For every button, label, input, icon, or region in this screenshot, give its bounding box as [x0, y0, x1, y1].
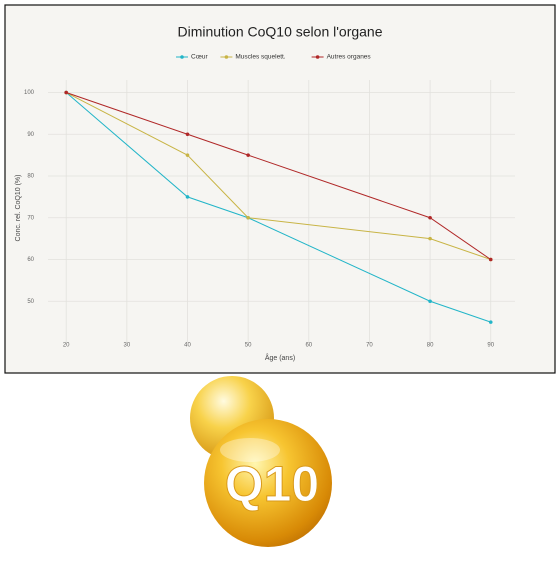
- data-point: [428, 215, 432, 220]
- x-tick-label: 90: [487, 343, 494, 349]
- legend-marker: [224, 55, 229, 59]
- data-point: [488, 320, 493, 324]
- x-tick-label: 80: [427, 343, 434, 349]
- y-tick-label: 100: [24, 90, 35, 96]
- x-axis-label: Âge (ans): [265, 353, 295, 362]
- data-point: [64, 90, 68, 95]
- x-tick-label: 20: [63, 343, 70, 349]
- data-point: [185, 132, 190, 137]
- data-point: [185, 153, 190, 157]
- data-point: [488, 257, 493, 262]
- plot-area: 50 60 70 80 90 100 20 30 40 50 60 70 80 90 Cœur Muscles…: [24, 54, 515, 349]
- x-tick-label: 70: [366, 343, 373, 349]
- y-tick-label: 80: [27, 174, 34, 180]
- data-point: [185, 195, 190, 199]
- legend-marker: [180, 55, 184, 59]
- q10-label: Q10: [225, 456, 320, 512]
- y-tick-label: 70: [27, 215, 34, 221]
- big-sphere: [204, 419, 332, 547]
- chart-title: Diminution CoQ10 selon l'organe: [177, 24, 382, 40]
- data-point: [428, 236, 432, 241]
- data-point: [428, 299, 432, 304]
- x-tick-label: 50: [245, 343, 252, 349]
- legend-marker: [315, 55, 320, 59]
- x-tick-label: 40: [184, 343, 191, 349]
- y-axis-label: Conc. rel. CoQ10 (%): [15, 175, 22, 242]
- x-tick-label: 30: [124, 343, 131, 349]
- data-point: [246, 153, 250, 157]
- y-tick-label: 50: [27, 299, 34, 305]
- highlight: [220, 438, 280, 462]
- data-point: [246, 215, 250, 220]
- chart-frame: [4, 4, 556, 374]
- x-tick-label: 60: [305, 343, 312, 349]
- illustration: Q10: [190, 376, 332, 547]
- legend-label: Muscles squelett.: [235, 54, 285, 61]
- legend-label: Autres organes: [327, 54, 372, 61]
- y-tick-label: 60: [27, 257, 34, 263]
- y-tick-label: 90: [27, 132, 34, 138]
- legend-label: Cœur: [191, 54, 208, 61]
